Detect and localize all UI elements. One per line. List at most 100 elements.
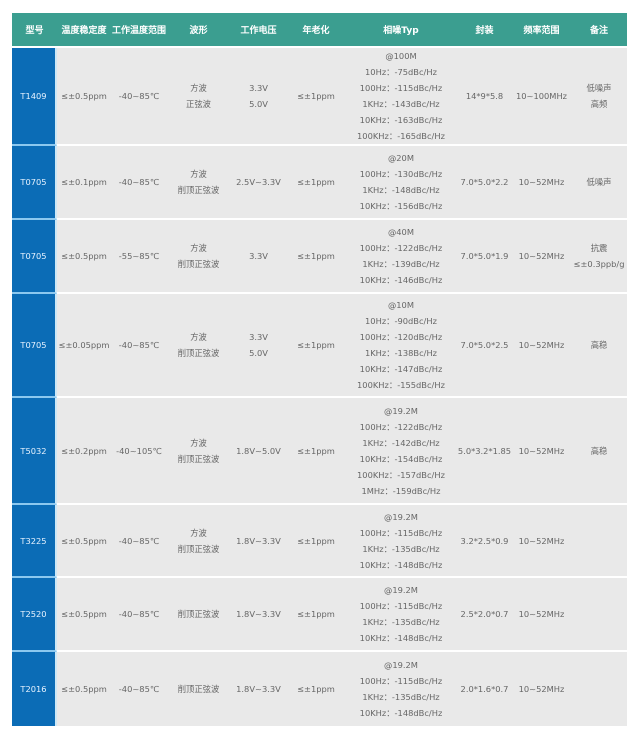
phase-noise-line: 1KHz：-139dBc/Hz <box>362 259 440 269</box>
phase-noise-line: 1KHz：-142dBc/Hz <box>362 437 440 448</box>
freq-range-cell: 10~52MHz <box>512 652 571 726</box>
temp-range-cell: -40~85℃ <box>111 294 167 398</box>
voltage-line: 5.0V <box>249 348 268 358</box>
phase-noise-cell: @40M 100Hz：-122dBc/Hz 1KHz：-139dBc/Hz 10KHz… <box>345 220 457 294</box>
freq-range-cell: 10~52MHz <box>512 398 571 505</box>
notes-line: ≤±0.3ppb/g <box>573 259 625 269</box>
phase-noise-line: 100Hz：-115dBc/Hz <box>359 601 443 611</box>
table-row: T0705 ≤±0.05ppm -40~85℃ 方波 削顶正弦波 3.3V 5.0V ≤±1p… <box>12 294 627 398</box>
temp-range-cell: -40~85℃ <box>111 578 167 652</box>
waveform-cell: 方波 削顶正弦波 <box>167 294 230 398</box>
notes-cell: 抗震 ≤±0.3ppb/g <box>571 220 627 294</box>
notes-cell: 高稳 <box>571 294 627 398</box>
freq-range-cell: 10~52MHz <box>512 578 571 652</box>
notes-cell: 低噪声 高频 <box>571 48 627 146</box>
waveform-cell: 削顶正弦波 <box>167 578 230 652</box>
phase-noise-line: 10KHz：-148dBc/Hz <box>359 708 443 718</box>
notes-line: 抗震 <box>590 243 608 253</box>
phase-noise-line: @20M <box>387 153 414 163</box>
aging-cell: ≤±1ppm <box>287 398 345 505</box>
package-cell: 2.5*2.0*0.7 <box>457 578 512 652</box>
package-cell: 14*9*5.8 <box>457 48 512 146</box>
model-cell: T2016 <box>12 652 57 726</box>
notes-cell: 低噪声 <box>571 146 627 220</box>
voltage-line: 5.0V <box>249 99 268 109</box>
waveform-cell: 方波 正弦波 <box>167 48 230 146</box>
oscillator-spec-table: 型号 温度稳定度 工作温度范围 波形 工作电压 年老化 相噪Typ 封装 频率范… <box>12 13 627 726</box>
phase-noise-line: 10KHz：-156dBc/Hz <box>359 201 443 211</box>
header-phase-noise: 相噪Typ <box>345 13 457 48</box>
package-cell: 3.2*2.5*0.9 <box>457 505 512 578</box>
phase-noise-line: 100Hz：-120dBc/Hz <box>359 332 443 342</box>
temp-range-cell: -40~85℃ <box>111 146 167 220</box>
table-row: T0705 ≤±0.1ppm -40~85℃ 方波 削顶正弦波 2.5V~3.3V ≤±1p… <box>12 146 627 220</box>
waveform-cell: 方波 削顶正弦波 <box>167 146 230 220</box>
phase-noise-line: 10KHz：-148dBc/Hz <box>359 559 443 570</box>
package-cell: 2.0*1.6*0.7 <box>457 652 512 726</box>
aging-cell: ≤±1ppm <box>287 48 345 146</box>
voltage-cell: 3.3V 5.0V <box>230 48 287 146</box>
voltage-cell: 3.3V <box>230 220 287 294</box>
table-row: T2520 ≤±0.5ppm -40~85℃ 削顶正弦波 1.8V~3.3V ≤±1ppm… <box>12 578 627 652</box>
phase-noise-cell: @19.2M 100Hz：-115dBc/Hz 1KHz：-135dBc/Hz 10K… <box>345 505 457 578</box>
phase-noise-cell: @19.2M 100Hz：-122dBc/Hz 1KHz：-142dBc/Hz 10K… <box>345 398 457 505</box>
stability-cell: ≤±0.05ppm <box>57 294 111 398</box>
freq-range-cell: 10~52MHz <box>512 294 571 398</box>
voltage-cell: 1.8V~3.3V <box>230 652 287 726</box>
phase-noise-line: @19.2M <box>384 585 418 595</box>
phase-noise-line: 1KHz：-135dBc/Hz <box>362 543 440 554</box>
phase-noise-line: 100Hz：-122dBc/Hz <box>359 421 443 432</box>
phase-noise-line: @40M <box>387 227 414 237</box>
waveform-cell: 削顶正弦波 <box>167 652 230 726</box>
waveform-line: 削顶正弦波 <box>177 609 220 619</box>
phase-noise-line: 100Hz：-115dBc/Hz <box>359 83 443 93</box>
header-voltage: 工作电压 <box>230 13 287 48</box>
package-cell: 7.0*5.0*1.9 <box>457 220 512 294</box>
temp-range-cell: -55~85℃ <box>111 220 167 294</box>
phase-noise-cell: @10M 10Hz：-90dBc/Hz 100Hz：-120dBc/Hz 1KHz：-… <box>345 294 457 398</box>
voltage-cell: 1.8V~3.3V <box>230 505 287 578</box>
phase-noise-line: 100Hz：-122dBc/Hz <box>359 243 443 253</box>
waveform-cell: 方波 削顶正弦波 <box>167 398 230 505</box>
table-row: T5032 ≤±0.2ppm -40~105℃ 方波 削顶正弦波 1.8V~5.0V ≤±1… <box>12 398 627 505</box>
notes-cell <box>571 652 627 726</box>
header-notes: 备注 <box>571 13 627 48</box>
phase-noise-line: 100Hz：-130dBc/Hz <box>359 169 443 179</box>
voltage-line: 1.8V~3.3V <box>236 609 281 619</box>
stability-cell: ≤±0.1ppm <box>57 146 111 220</box>
phase-noise-line: 10KHz：-146dBc/Hz <box>359 275 443 285</box>
waveform-line: 削顶正弦波 <box>177 543 220 554</box>
aging-cell: ≤±1ppm <box>287 652 345 726</box>
voltage-line: 1.8V~5.0V <box>236 445 281 456</box>
header-package: 封装 <box>457 13 512 48</box>
waveform-line: 正弦波 <box>186 99 211 109</box>
phase-noise-line: 10KHz：-154dBc/Hz <box>359 453 443 464</box>
model-cell: T0705 <box>12 220 57 294</box>
waveform-line: 方波 <box>190 332 207 342</box>
phase-noise-line: 10KHz：-147dBc/Hz <box>359 364 443 374</box>
waveform-line: 方波 <box>190 527 207 538</box>
phase-noise-line: @10M <box>387 300 414 310</box>
phase-noise-line: 10KHz：-148dBc/Hz <box>359 633 443 643</box>
stability-cell: ≤±0.5ppm <box>57 505 111 578</box>
waveform-line: 削顶正弦波 <box>177 259 220 269</box>
waveform-line: 削顶正弦波 <box>177 348 220 358</box>
aging-cell: ≤±1ppm <box>287 578 345 652</box>
phase-noise-line: 1KHz：-148dBc/Hz <box>362 185 440 195</box>
temp-range-cell: -40~105℃ <box>111 398 167 505</box>
notes-cell: 高稳 <box>571 398 627 505</box>
voltage-cell: 3.3V 5.0V <box>230 294 287 398</box>
phase-noise-line: 1KHz：-135dBc/Hz <box>362 692 440 702</box>
phase-noise-line: 100KHz：-155dBc/Hz <box>357 380 445 390</box>
aging-cell: ≤±1ppm <box>287 505 345 578</box>
header-waveform: 波形 <box>167 13 230 48</box>
model-cell: T2520 <box>12 578 57 652</box>
freq-range-cell: 10~52MHz <box>512 505 571 578</box>
aging-cell: ≤±1ppm <box>287 294 345 398</box>
model-cell: T5032 <box>12 398 57 505</box>
stability-cell: ≤±0.5ppm <box>57 578 111 652</box>
notes-cell <box>571 578 627 652</box>
phase-noise-line: 1KHz：-143dBc/Hz <box>362 99 440 109</box>
table-row: T1409 ≤±0.5ppm -40~85℃ 方波 正弦波 3.3V 5.0V ≤±1ppm @… <box>12 48 627 146</box>
phase-noise-line: 100Hz：-115dBc/Hz <box>359 676 443 686</box>
